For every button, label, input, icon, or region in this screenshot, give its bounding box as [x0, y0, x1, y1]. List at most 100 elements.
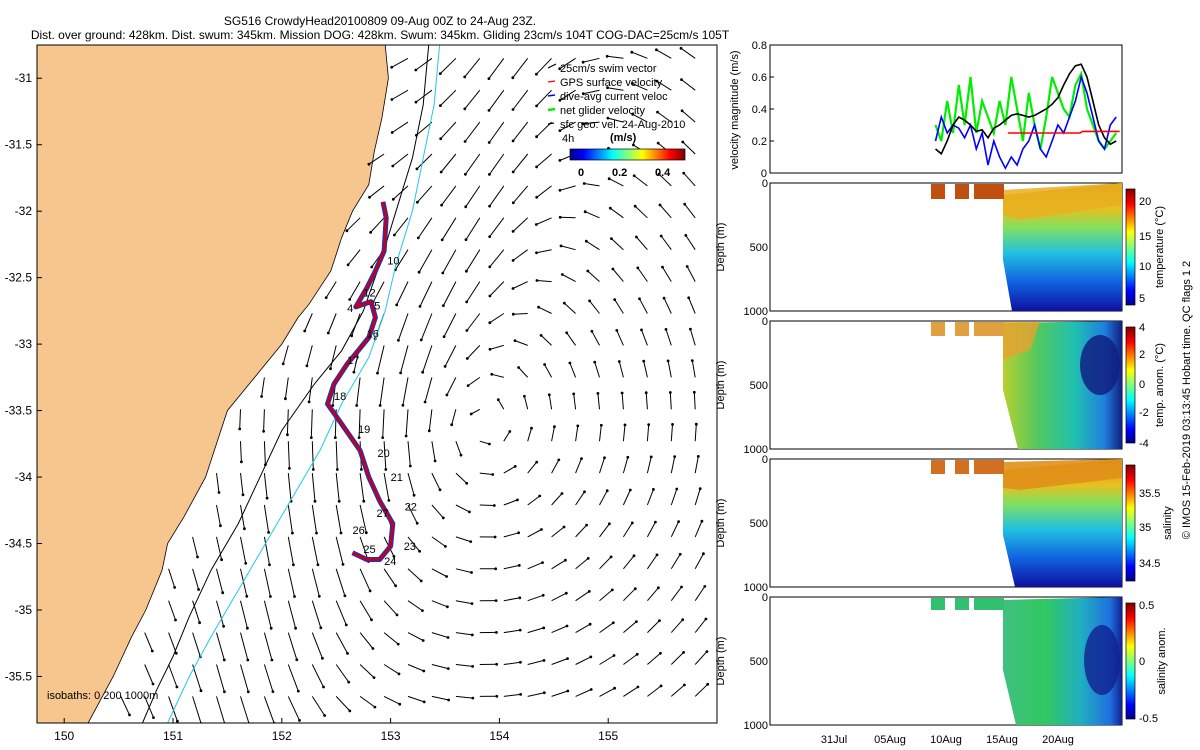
geo-velocity-arrow-45: [284, 377, 289, 401]
geo-velocity-arrow-233: [523, 394, 529, 410]
dive-label-6: 18: [334, 391, 346, 403]
geo-velocity-arrow-294: [590, 329, 600, 346]
map-x-tick-label-5: 155: [598, 729, 618, 743]
glider-track: [326, 201, 395, 561]
geo-velocity-arrow-153: [431, 536, 447, 548]
geo-velocity-arrow-261: [551, 624, 569, 634]
geo-velocity-arrow-272: [562, 301, 576, 314]
salinity-cbar-tick-35-5: 35.5: [1139, 488, 1160, 500]
geo-velocity-arrow-353: [658, 203, 672, 219]
geo-velocity-arrow-232: [517, 366, 529, 378]
geo-velocity-arrow-106: [378, 377, 385, 407]
geo-velocity-arrow-158: [431, 695, 450, 702]
dive-label-13: 26: [353, 525, 365, 537]
geo-velocity-arrow-228: [511, 249, 528, 262]
geo-velocity-arrow-44: [281, 345, 289, 366]
legend-net-velocity: net glider velocity: [560, 105, 645, 117]
geo-velocity-arrow-113: [383, 600, 399, 617]
geo-velocity-arrow-386: [694, 585, 707, 601]
geo-velocity-arrow-25: [240, 473, 245, 497]
geo-velocity-arrow-259: [551, 558, 567, 570]
geo-velocity-arrow-125: [397, 313, 409, 342]
geo-velocity-arrow-56: [303, 313, 313, 333]
geo-velocity-arrow-372: [681, 140, 696, 155]
map-frame: [36, 44, 718, 724]
velocity-y-tick-2: 0.4: [752, 104, 767, 116]
velocity-y-tick-1: 0.2: [752, 136, 767, 148]
geo-velocity-arrow-150: [431, 441, 437, 463]
map-y-tick-label-6: -34: [15, 470, 33, 484]
velocity-y-tick-4: 0.8: [752, 40, 767, 52]
salinity-y-tick-500: 500: [750, 518, 768, 530]
geo-velocity-arrow-59: [309, 409, 313, 439]
map-y-tick-label-9: -35.5: [5, 669, 33, 683]
temp-anomaly-cbar-tick-2: 2: [1139, 349, 1145, 361]
geo-velocity-arrow-71: [329, 345, 337, 371]
geo-velocity-arrow-51: [287, 568, 296, 598]
geo-velocity-arrow-235: [527, 460, 539, 474]
geo-velocity-arrow-77: [335, 536, 345, 566]
geo-velocity-arrow-180: [463, 57, 481, 79]
geo-velocity-arrow-165: [441, 249, 457, 275]
geo-velocity-arrow-105: [376, 345, 385, 375]
geo-velocity-arrow-369: [679, 46, 696, 59]
geo-velocity-arrow-354: [659, 234, 672, 250]
geo-velocity-arrow-160: [439, 89, 457, 107]
map-y-tick-label-1: -31.5: [5, 138, 33, 152]
geo-velocity-arrow-256: [551, 458, 561, 474]
map-colorbar-tick-1: 0.2: [612, 167, 627, 179]
geo-velocity-arrow-332: [633, 204, 648, 219]
geo-velocity-arrow-88: [355, 377, 361, 407]
legend-dac-velocity-icon: [547, 94, 556, 97]
geo-velocity-arrow-243: [535, 57, 552, 76]
geo-velocity-arrow-356: [662, 296, 672, 314]
geo-velocity-arrow-117: [390, 57, 409, 69]
geo-velocity-arrow-298: [599, 456, 606, 474]
geo-velocity-arrow-317: [620, 391, 624, 410]
geo-velocity-arrow-224: [511, 121, 529, 143]
geo-velocity-arrow-334: [636, 266, 648, 282]
geo-velocity-arrow-157: [431, 664, 450, 670]
geo-velocity-arrow-358: [666, 359, 672, 378]
temp-anomaly-y-tick-0: 0: [762, 316, 768, 328]
geo-velocity-arrow-249: [535, 249, 552, 255]
geo-velocity-arrow-222: [511, 57, 529, 80]
geo-velocity-arrow-273: [565, 331, 577, 346]
geo-velocity-arrow-132: [407, 536, 421, 553]
geo-velocity-arrow-220: [503, 660, 522, 665]
geo-velocity-arrow-149: [427, 409, 433, 433]
geo-velocity-arrow-200: [479, 694, 499, 698]
geo-velocity-arrow-148: [423, 377, 433, 404]
geo-velocity-arrow-198: [479, 631, 498, 634]
geo-velocity-arrow-52: [287, 600, 297, 630]
geo-velocity-arrow-308: [606, 116, 624, 123]
geo-velocity-arrow-341: [646, 488, 655, 506]
geo-velocity-arrow-120: [391, 153, 409, 168]
geo-velocity-arrow-124: [395, 281, 409, 307]
salinity-early-2: [955, 460, 969, 474]
map-y-tick-label-3: -32.5: [5, 271, 33, 285]
dive-label-11: 27: [377, 508, 389, 520]
geo-velocity-arrow-225: [511, 153, 529, 174]
geo-velocity-arrow-20: [216, 632, 226, 662]
geo-velocity-arrow-380: [692, 390, 696, 410]
temp-anomaly-cbar-tick-0: 0: [1139, 379, 1145, 391]
geo-velocity-arrow-50: [287, 536, 295, 567]
geo-velocity-arrow-312: [610, 237, 624, 251]
geo-velocity-arrow-26: [240, 504, 246, 531]
land-area: [37, 45, 389, 723]
temperature-cbar-tick-10: 10: [1139, 261, 1151, 273]
geo-velocity-arrow-227: [511, 217, 529, 233]
map-colorbar: (m/s) 0 0.2 0.4: [569, 132, 686, 179]
map-colorbar-tick-2: 0.4: [655, 167, 671, 179]
time-axis-tick-10aug: 10Aug: [930, 734, 962, 746]
geo-velocity-arrow-289: [582, 182, 600, 187]
salinity-anomaly-fresh-core: [1084, 625, 1120, 695]
salinity-early-3: [974, 460, 1004, 474]
temp-anomaly-y-tick-500: 500: [750, 380, 768, 392]
geo-velocity-arrow-373: [682, 171, 696, 187]
geo-velocity-arrow-347: [647, 684, 663, 697]
salinity-anomaly-colorbar-label: salinity anom.: [1156, 627, 1168, 694]
temperature-panel: Depth (m) 0 500 1000 20 15 10 5 temperat…: [715, 178, 1166, 318]
geo-velocity-arrow-266: [558, 121, 576, 133]
